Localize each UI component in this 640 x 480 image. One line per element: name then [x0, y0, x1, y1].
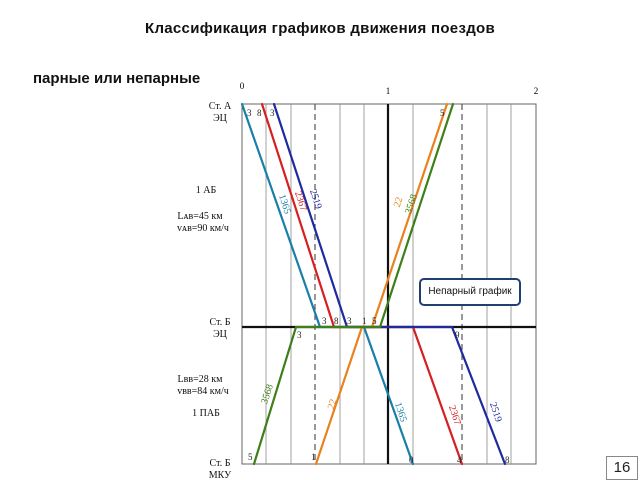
slide-title: Классификация графиков движения поездов — [144, 20, 496, 37]
segment-ab-length: Lᴀʙ=45 км — [177, 211, 223, 222]
segment-bb-block: 1 ПАБ — [192, 408, 220, 419]
train-label: 2519 — [487, 401, 504, 423]
time-tick-0: 0 — [240, 81, 245, 91]
train-path-2519 — [272, 102, 507, 466]
train-label: 1365 — [276, 193, 293, 215]
page-number: 16 — [606, 456, 638, 480]
time-tick-2: 2 — [534, 86, 539, 96]
minute-mark: 1 — [311, 452, 316, 462]
minute-mark: 3 — [270, 108, 275, 118]
train-label: 22 — [392, 196, 406, 209]
train-label: 2367 — [446, 404, 463, 426]
station-b-code: ЭЦ — [213, 329, 227, 340]
train-label: 2367 — [292, 190, 309, 212]
station-a-name: Ст. А — [209, 101, 232, 112]
station-c-name: Ст. Б — [210, 458, 231, 469]
minute-mark: 0 — [409, 455, 414, 465]
station-a-code: ЭЦ — [213, 113, 227, 124]
minute-mark: 1 — [362, 316, 367, 326]
minute-mark: 3 — [247, 108, 252, 118]
slide-subtitle: парные или непарные — [33, 70, 201, 87]
train-label: 2519 — [307, 188, 324, 210]
minute-mark: 4 — [457, 455, 462, 465]
schedule-type-callout: Непарный график — [419, 278, 521, 306]
time-tick-1: 1 — [386, 86, 391, 96]
minute-mark: 3 — [347, 316, 352, 326]
segment-ab-block: 1 АБ — [196, 185, 217, 196]
station-b-name: Ст. Б — [210, 317, 231, 328]
segment-bb-length: Lʙʙ=28 км — [178, 374, 224, 385]
segment-ab-speed: vᴀʙ=90 км/ч — [177, 223, 229, 234]
train-path-3568 — [252, 102, 455, 466]
train-label: 22 — [326, 398, 340, 411]
minute-mark: 5 — [440, 108, 445, 118]
minute-mark: 8 — [334, 316, 339, 326]
minute-mark: 8 — [505, 455, 510, 465]
segment-bb-speed: vʙʙ=84 км/ч — [177, 386, 229, 397]
minute-mark: 8 — [257, 108, 262, 118]
station-c-code: МКУ — [209, 470, 232, 480]
train-labels: 1365 2367 2519 22 3568 3568 22 1365 2367… — [259, 188, 503, 426]
minute-mark: 5 — [372, 316, 377, 326]
minute-mark: 9 — [455, 330, 460, 340]
minute-mark: 3 — [322, 316, 327, 326]
minute-mark: 5 — [248, 452, 253, 462]
minute-mark: 3 — [297, 330, 302, 340]
